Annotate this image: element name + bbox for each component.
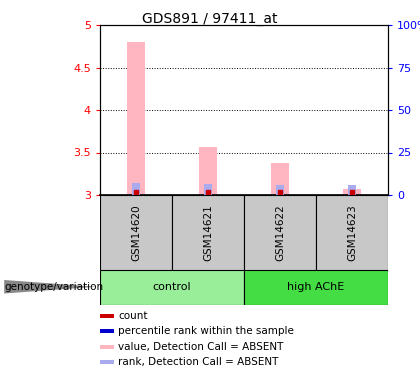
Bar bbox=[343, 189, 361, 195]
Text: count: count bbox=[118, 311, 147, 321]
Text: high AChE: high AChE bbox=[287, 282, 345, 292]
Text: control: control bbox=[153, 282, 192, 292]
Polygon shape bbox=[4, 280, 97, 294]
Bar bbox=[199, 147, 217, 195]
Bar bbox=[244, 195, 316, 270]
Text: value, Detection Call = ABSENT: value, Detection Call = ABSENT bbox=[118, 342, 284, 352]
Bar bbox=[100, 314, 113, 318]
Bar bbox=[244, 270, 388, 305]
Bar bbox=[271, 163, 289, 195]
Text: percentile rank within the sample: percentile rank within the sample bbox=[118, 326, 294, 336]
Text: GSM14623: GSM14623 bbox=[347, 204, 357, 261]
Bar bbox=[100, 270, 244, 305]
Text: rank, Detection Call = ABSENT: rank, Detection Call = ABSENT bbox=[118, 357, 278, 367]
Bar bbox=[316, 195, 388, 270]
Bar bbox=[349, 185, 356, 195]
Bar bbox=[100, 195, 172, 270]
Text: GSM14621: GSM14621 bbox=[203, 204, 213, 261]
Text: genotype/variation: genotype/variation bbox=[4, 282, 103, 292]
Bar bbox=[100, 360, 113, 364]
Bar bbox=[276, 185, 284, 195]
Bar bbox=[132, 183, 139, 195]
Text: GSM14622: GSM14622 bbox=[275, 204, 285, 261]
Text: GDS891 / 97411_at: GDS891 / 97411_at bbox=[142, 12, 278, 26]
Bar bbox=[172, 195, 244, 270]
Bar bbox=[100, 329, 113, 333]
Bar bbox=[127, 42, 145, 195]
Bar bbox=[205, 184, 212, 195]
Bar bbox=[100, 345, 113, 349]
Text: GSM14620: GSM14620 bbox=[131, 204, 141, 261]
